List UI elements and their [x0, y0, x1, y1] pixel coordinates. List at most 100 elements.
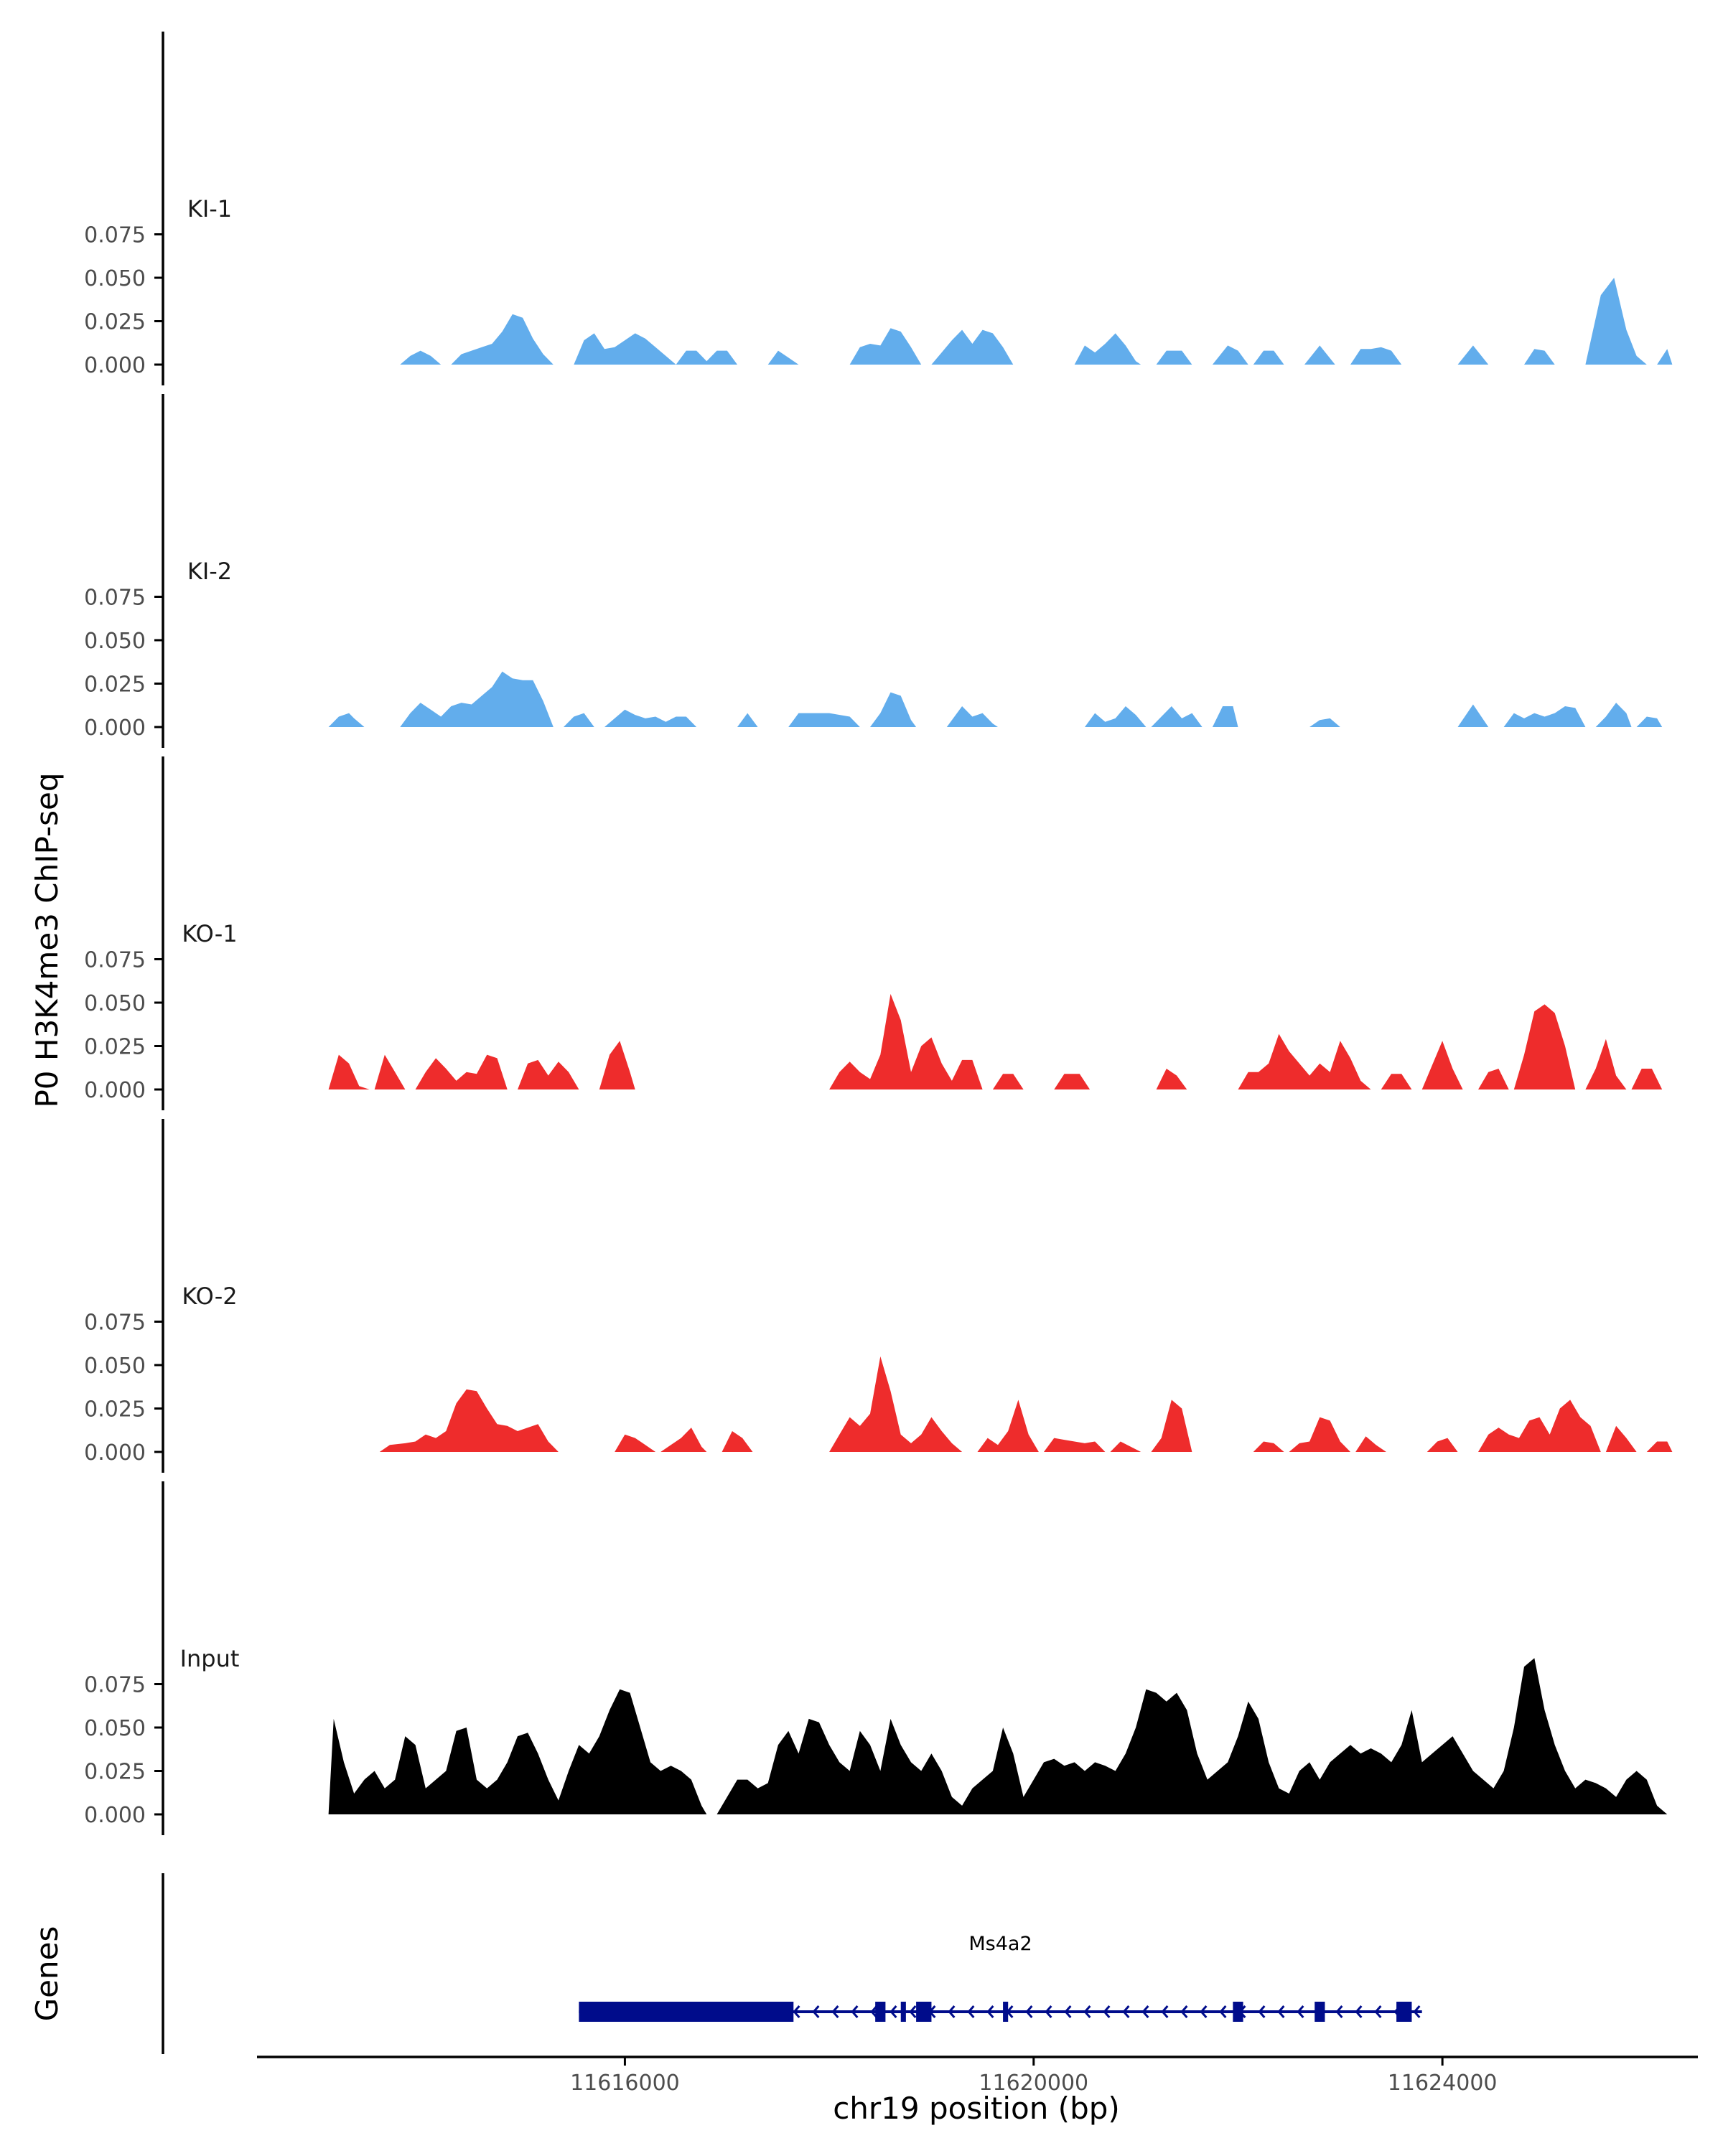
- strand-arrow: [1413, 2005, 1421, 2018]
- signal-peak: [1646, 1441, 1673, 1452]
- signal-peak: [415, 1054, 508, 1089]
- strand-arrow: [967, 2005, 975, 2018]
- track-label: KO-1: [182, 920, 237, 947]
- x-tick-label: 11624000: [1388, 2071, 1498, 2096]
- signal-peak: [1381, 1074, 1412, 1089]
- signal-peak: [977, 1400, 1039, 1452]
- signal-peak: [1524, 349, 1555, 365]
- strand-arrow: [831, 2005, 839, 2018]
- y-tick-label: 0.025: [84, 1397, 146, 1423]
- signal-peak: [1156, 1069, 1187, 1089]
- y-tick-label: 0.025: [84, 1760, 146, 1785]
- track-input: 0.000 0.025 0.050 0.075 Input: [84, 1481, 1668, 1835]
- y-tick-label: 0.075: [84, 1311, 146, 1336]
- signal-peak: [1253, 1441, 1284, 1452]
- strand-arrow: [1219, 2005, 1227, 2018]
- strand-arrow: [1277, 2005, 1285, 2018]
- signal-peak: [1212, 345, 1248, 365]
- y-tick-label: 0.050: [84, 629, 146, 654]
- signal-peak: [1151, 1400, 1192, 1452]
- strand-arrow: [1103, 2005, 1111, 2018]
- gene-exon: [1315, 2002, 1325, 2022]
- gene-exon: [1003, 2002, 1009, 2022]
- y-tick-label: 0.050: [84, 1354, 146, 1379]
- y-tick-label: 0.050: [84, 991, 146, 1016]
- signal-peak: [564, 713, 594, 727]
- signal-peak: [1478, 1400, 1601, 1452]
- signal-peak: [604, 709, 697, 727]
- strand-arrow: [1083, 2005, 1091, 2018]
- signal-peak: [1212, 706, 1238, 727]
- signal-peak: [451, 314, 554, 365]
- signal-peak: [946, 706, 998, 727]
- signal-peak: [676, 350, 737, 365]
- signal-peak: [1605, 1425, 1637, 1452]
- strand-arrow: [909, 2005, 917, 2018]
- signal-peak: [1585, 278, 1647, 365]
- y-tick-label: 0.000: [84, 1078, 146, 1103]
- signal-peak: [400, 350, 442, 365]
- signal-peak: [1457, 345, 1489, 365]
- signal-peak: [829, 1356, 963, 1452]
- signal-peak: [931, 329, 1014, 365]
- track-label: KO-2: [182, 1283, 237, 1310]
- signal-peak: [829, 993, 983, 1089]
- signal-peak: [1427, 1438, 1458, 1452]
- y-tick-label: 0.000: [84, 1440, 146, 1466]
- signal-peak: [1054, 1074, 1091, 1089]
- signal-peak: [1238, 1034, 1371, 1089]
- strand-arrow: [1161, 2005, 1169, 2018]
- signal-peak: [1074, 333, 1141, 365]
- signal-peak: [1503, 706, 1586, 727]
- signal-peak: [1110, 1441, 1141, 1452]
- signal-peak: [660, 1428, 707, 1452]
- y-tick-label: 0.000: [84, 716, 146, 741]
- signal-peak: [328, 1054, 370, 1089]
- signal-peak: [1636, 716, 1663, 727]
- signal-peak: [574, 333, 676, 365]
- strand-arrow: [948, 2005, 956, 2018]
- signal-peak: [716, 1658, 1668, 1814]
- signal-peak: [379, 1389, 559, 1452]
- signal-peak: [1657, 349, 1673, 365]
- genes-track-title: Genes: [29, 1926, 65, 2022]
- y-tick-label: 0.025: [84, 672, 146, 698]
- signal-peak: [767, 350, 799, 365]
- track-ki-2: 0.000 0.025 0.050 0.075 KI-2: [84, 394, 1663, 748]
- y-tick-label: 0.075: [84, 1673, 146, 1698]
- x-tick-label: 11616000: [570, 2071, 680, 2096]
- signal-peak: [1085, 706, 1147, 727]
- gene-name-label: Ms4a2: [968, 1933, 1032, 1955]
- x-axis-title: chr19 position (bp): [833, 2091, 1120, 2126]
- signal-peak: [328, 1689, 707, 1814]
- track-label: Input: [180, 1645, 240, 1672]
- signal-peak: [737, 713, 758, 727]
- signal-peak: [722, 1431, 753, 1452]
- strand-arrow: [1374, 2005, 1382, 2018]
- gene-exon: [1233, 2002, 1243, 2022]
- signal-peak: [788, 713, 860, 727]
- track-label: KI-1: [187, 195, 232, 222]
- strand-arrow: [870, 2005, 878, 2018]
- signal-peak: [1478, 1069, 1509, 1089]
- signal-peak: [518, 1059, 579, 1089]
- gene-exon: [875, 2002, 886, 2022]
- signal-peak: [1289, 1417, 1350, 1452]
- y-tick-label: 0.075: [84, 223, 146, 248]
- gene-exon: [916, 2002, 932, 2022]
- strand-arrow: [793, 2005, 800, 2018]
- y-tick-label: 0.000: [84, 353, 146, 378]
- signal-peak: [1355, 1436, 1386, 1452]
- strand-arrow: [1200, 2005, 1208, 2018]
- y-tick-label: 0.075: [84, 948, 146, 973]
- strand-arrow: [1025, 2005, 1033, 2018]
- strand-arrow: [1335, 2005, 1343, 2018]
- track-label: KI-2: [187, 558, 232, 585]
- y-tick-label: 0.075: [84, 586, 146, 611]
- signal-peak: [870, 692, 917, 727]
- signal-peak: [1457, 704, 1489, 727]
- strand-arrow: [889, 2005, 897, 2018]
- signal-peak: [374, 1054, 406, 1089]
- strand-arrow: [1180, 2005, 1188, 2018]
- gene-exon: [900, 2002, 906, 2022]
